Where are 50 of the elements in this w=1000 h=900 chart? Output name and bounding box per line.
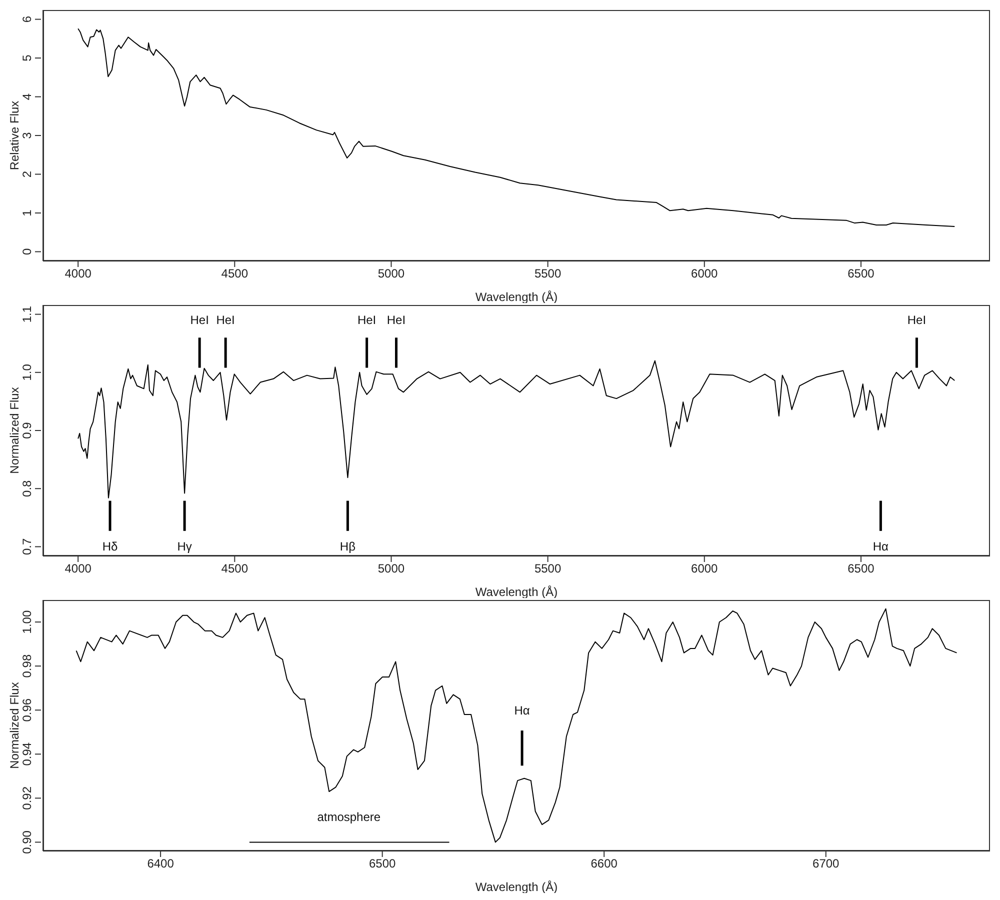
y-tick-label: 0.7 [20, 538, 34, 556]
x-tick-label: 5500 [534, 562, 562, 576]
ref-line-label: HeI [907, 313, 926, 328]
y-tick-label: 2 [20, 170, 34, 178]
y-tick-label: 1.00 [20, 610, 34, 634]
y-tick-label: 0.8 [20, 480, 34, 497]
x-tick-label: 6400 [147, 856, 174, 871]
ref-line-label: HeI [190, 313, 209, 328]
y-axis-title: Relative Flux [7, 100, 22, 170]
x-tick-label: 6600 [590, 856, 618, 871]
ref-line-label: Hα [514, 703, 530, 718]
x-tick-label: 6000 [691, 266, 718, 281]
y-tick-label: 0.98 [20, 654, 34, 678]
y-tick-label: 0.9 [20, 422, 34, 439]
y-tick-label: 0.96 [20, 698, 34, 722]
y-tick-label: 1.1 [20, 306, 34, 323]
annotation: atmosphere [317, 810, 381, 824]
y-tick-label: 0.90 [20, 830, 34, 854]
x-tick-label: 6700 [812, 856, 840, 871]
x-tick-label: 4500 [221, 266, 248, 281]
ref-line-label: HeI [216, 313, 235, 328]
y-tick-label: 6 [20, 16, 34, 23]
ref-line-label: Hβ [340, 540, 356, 554]
x-tick-label: 6500 [848, 562, 875, 576]
x-tick-label: 5500 [534, 266, 562, 281]
x-tick-label: 4500 [221, 562, 248, 576]
y-tick-label: 4 [20, 93, 34, 100]
y-tick-label: 0.94 [20, 742, 34, 766]
y-tick-label: 0 [20, 248, 34, 256]
y-tick-label: 5 [20, 54, 34, 62]
ref-line-label: Hδ [102, 540, 118, 554]
x-tick-label: 5000 [378, 562, 405, 576]
x-tick-label: 6000 [691, 562, 718, 576]
x-tick-label: 4000 [64, 266, 92, 281]
x-tick-label: 6500 [848, 266, 875, 281]
ref-line-label: Hα [872, 540, 889, 554]
line-series [78, 28, 956, 228]
y-tick-label: 1.0 [20, 364, 34, 381]
y-tick-label: 0.92 [20, 786, 34, 810]
y-tick-label: 3 [20, 132, 34, 139]
y-axis-title: Normalized Flux [7, 682, 22, 769]
ref-line-label: HeI [386, 313, 406, 328]
y-axis-title: Normalized Flux [7, 387, 22, 474]
y-tick-label: 1 [20, 209, 34, 216]
ref-line-label: Hγ [177, 540, 192, 554]
ref-line-label: HeI [357, 313, 376, 328]
x-tick-label: 6500 [368, 856, 396, 871]
x-tick-label: 5000 [378, 266, 405, 281]
line-series [78, 360, 956, 498]
x-tick-label: 4000 [64, 562, 92, 576]
